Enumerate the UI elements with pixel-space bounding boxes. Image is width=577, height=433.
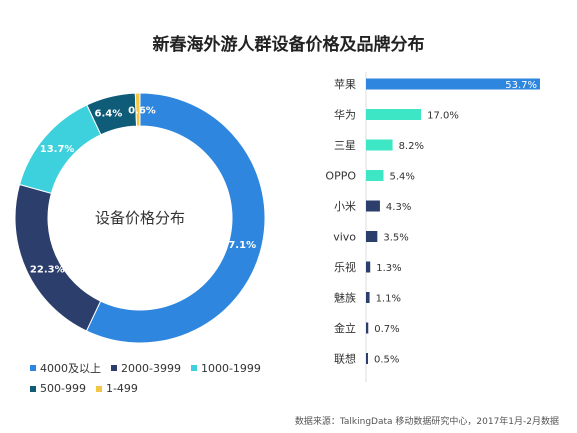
- donut-center-label: 设备价格分布: [95, 209, 185, 227]
- bar-1: [366, 109, 422, 120]
- donut-data-label-1: 22.3%: [30, 264, 65, 275]
- donut-data-label-2: 13.7%: [40, 144, 75, 155]
- bar-category-label-6: 乐视: [334, 260, 356, 274]
- legend-swatch-3: [30, 385, 36, 392]
- bar-7: [366, 292, 370, 303]
- bar-data-label-9: 0.5%: [374, 355, 399, 366]
- bar-data-label-6: 1.3%: [376, 263, 401, 274]
- bar-2: [366, 139, 393, 151]
- legend-item-3: 500-999: [30, 382, 86, 395]
- data-source-note: 数据来源：TalkingData 移动数据研究中心，2017年1月-2月数据: [294, 417, 559, 427]
- bar-category-label-5: vivo: [333, 231, 356, 244]
- bar-category-label-0: 苹果: [334, 77, 356, 91]
- legend-swatch-0: [30, 365, 36, 371]
- legend-item-4: 1-499: [95, 382, 138, 395]
- legend-item-2: 1000-1999: [190, 360, 261, 376]
- donut-slice-0: [85, 92, 266, 344]
- chart-title: 新春海外游人群设备价格及品牌分布: [152, 35, 425, 55]
- legend-item-1: 2000-3999: [111, 360, 181, 376]
- device-price-donut-chart: 57.1% 22.3% 13.7% 6.4% 0.6% 设备价格分布: [14, 92, 266, 344]
- bar-9: [366, 353, 368, 364]
- bar-category-label-8: 金立: [334, 321, 356, 335]
- legend-item-0: 4000及以上: [30, 360, 101, 376]
- brand-bar-chart: 苹果 53.7% 华为 17.0% 三星 8.2% OPPO 5.4% 小米 4.3% vivo 3.…: [325, 72, 540, 382]
- legend-swatch-1: [111, 365, 117, 371]
- legend-row-0: 4000及以上 2000-3999 1000-1999: [30, 360, 290, 376]
- bar-data-label-0: 53.7%: [505, 80, 537, 91]
- bar-5: [366, 231, 378, 242]
- bar-data-label-3: 5.4%: [389, 172, 414, 183]
- bar-category-label-9: 联想: [334, 352, 356, 366]
- donut-legend: 4000及以上 2000-3999 1000-1999 500-999 1-499: [30, 360, 290, 401]
- donut-data-label-0: 57.1%: [221, 240, 256, 251]
- bar-data-label-7: 1.1%: [376, 294, 401, 305]
- bar-category-label-4: 小米: [334, 200, 356, 213]
- bar-8: [366, 322, 369, 334]
- donut-data-label-3: 6.4%: [94, 109, 122, 120]
- legend-label-2: 1000-1999: [200, 361, 261, 375]
- bar-6: [366, 261, 371, 273]
- donut-data-label-4: 0.6%: [128, 106, 156, 117]
- bar-0: [366, 78, 540, 90]
- bar-category-label-1: 华为: [334, 108, 356, 122]
- bar-category-label-2: 三星: [334, 139, 356, 152]
- bar-category-label-7: 魅族: [334, 291, 356, 305]
- bar-3: [366, 170, 384, 181]
- bar-4: [366, 200, 380, 212]
- bar-data-label-2: 8.2%: [399, 141, 424, 152]
- bar-data-label-5: 3.5%: [383, 233, 408, 244]
- bar-data-label-4: 4.3%: [386, 202, 411, 213]
- bar-data-label-1: 17.0%: [427, 111, 459, 122]
- legend-label-3: 500-999: [40, 382, 86, 395]
- legend-label-1: 2000-3999: [121, 361, 181, 375]
- legend-swatch-4: [95, 385, 102, 392]
- donut-slice-4: [134, 92, 141, 127]
- legend-label-0: 4000及以上: [40, 362, 101, 375]
- bar-data-label-8: 0.7%: [374, 324, 399, 335]
- legend-swatch-2: [190, 365, 197, 371]
- legend-label-4: 1-499: [105, 382, 138, 395]
- bar-category-label-3: OPPO: [325, 170, 356, 183]
- donut-slice-1: [14, 183, 102, 332]
- legend-row-1: 500-999 1-499: [30, 382, 290, 395]
